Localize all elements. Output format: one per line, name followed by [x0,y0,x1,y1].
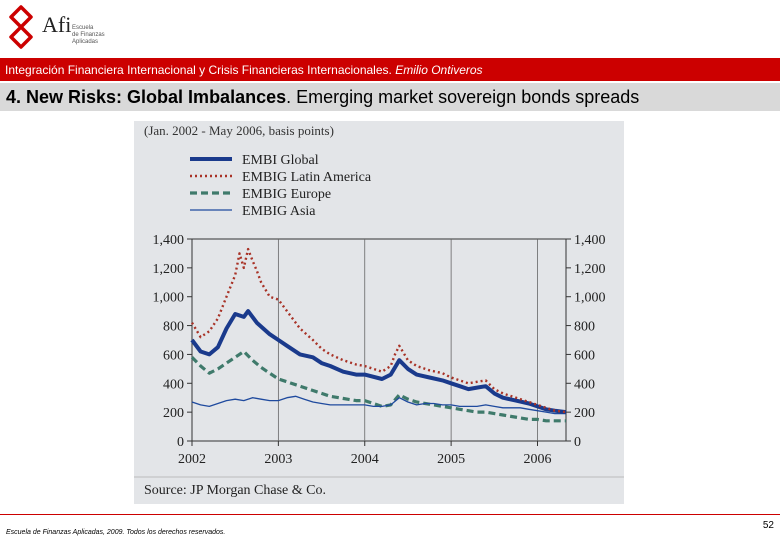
y-tick-label-left: 0 [177,435,184,450]
page-number: 52 [762,520,774,531]
course-title: Integración Financiera Internacional y C… [5,63,483,77]
x-tick-label: 2006 [523,452,551,467]
footer-copyright: Escuela de Finanzas Aplicadas, 2009. Tod… [6,529,226,536]
legend-label: EMBI Global [242,153,319,168]
y-tick-label-left: 600 [163,348,184,363]
legend-label: EMBIG Latin America [242,170,372,185]
chart-title: (Jan. 2002 - May 2006, basis points) [144,123,334,138]
y-tick-label-right: 1,200 [574,262,606,277]
logo-text: Afi [42,12,72,37]
y-tick-label-left: 1,400 [153,233,185,248]
y-tick-label-right: 200 [574,406,595,421]
chart-background [134,121,624,504]
logo-sub-line: Aplicadas [72,39,99,45]
y-tick-label-left: 1,000 [153,291,185,306]
course-name: Integración Financiera Internacional y C… [5,63,396,77]
logo: Afi Escuela de Finanzas Aplicadas [4,4,124,54]
logo-sub-line: de Finanzas [72,32,105,38]
x-tick-label: 2004 [351,452,379,467]
y-tick-label-right: 400 [574,377,595,392]
series-line-embig-latin-america [190,247,567,414]
spreads-chart: (Jan. 2002 - May 2006, basis points) EMBI… [134,121,624,504]
legend-label: EMBIG Europe [242,187,331,202]
legend-label: EMBIG Asia [242,204,316,219]
logo-subtitle: Escuela de Finanzas Aplicadas [72,25,105,46]
course-banner: Integración Financiera Internacional y C… [0,58,780,81]
slide-title-rest: . Emerging market sovereign bonds spread… [286,87,640,107]
course-author: Emilio Ontiveros [395,63,483,77]
chart-figure: (Jan. 2002 - May 2006, basis points) EMBI… [134,121,624,504]
y-tick-label-right: 600 [574,348,595,363]
logo-sub-line: Escuela [72,25,94,31]
y-tick-label-left: 800 [163,320,184,335]
x-tick-label: 2003 [264,452,292,467]
series-line-embig-europe [190,349,566,423]
y-tick-label-left: 1,200 [153,262,185,277]
series-line-embig-asia [191,395,566,415]
y-tick-label-left: 400 [163,377,184,392]
series-line-embi-global [190,309,567,415]
x-tick-label: 2002 [178,452,206,467]
y-tick-label-right: 1,000 [574,291,606,306]
afi-logo-icon [9,5,33,49]
slide-title-bar: 4. New Risks: Global Imbalances. Emergin… [0,83,780,111]
slide-title: 4. New Risks: Global Imbalances. Emergin… [6,87,639,108]
y-tick-label-right: 0 [574,435,581,450]
slide-title-bold: 4. New Risks: Global Imbalances [6,87,287,107]
y-tick-label-left: 200 [163,406,184,421]
chart-source: Source: JP Morgan Chase & Co. [144,483,326,498]
x-tick-label: 2005 [437,452,465,467]
y-tick-label-right: 800 [574,320,595,335]
footer-divider [0,514,780,515]
y-tick-label-right: 1,400 [574,233,606,248]
